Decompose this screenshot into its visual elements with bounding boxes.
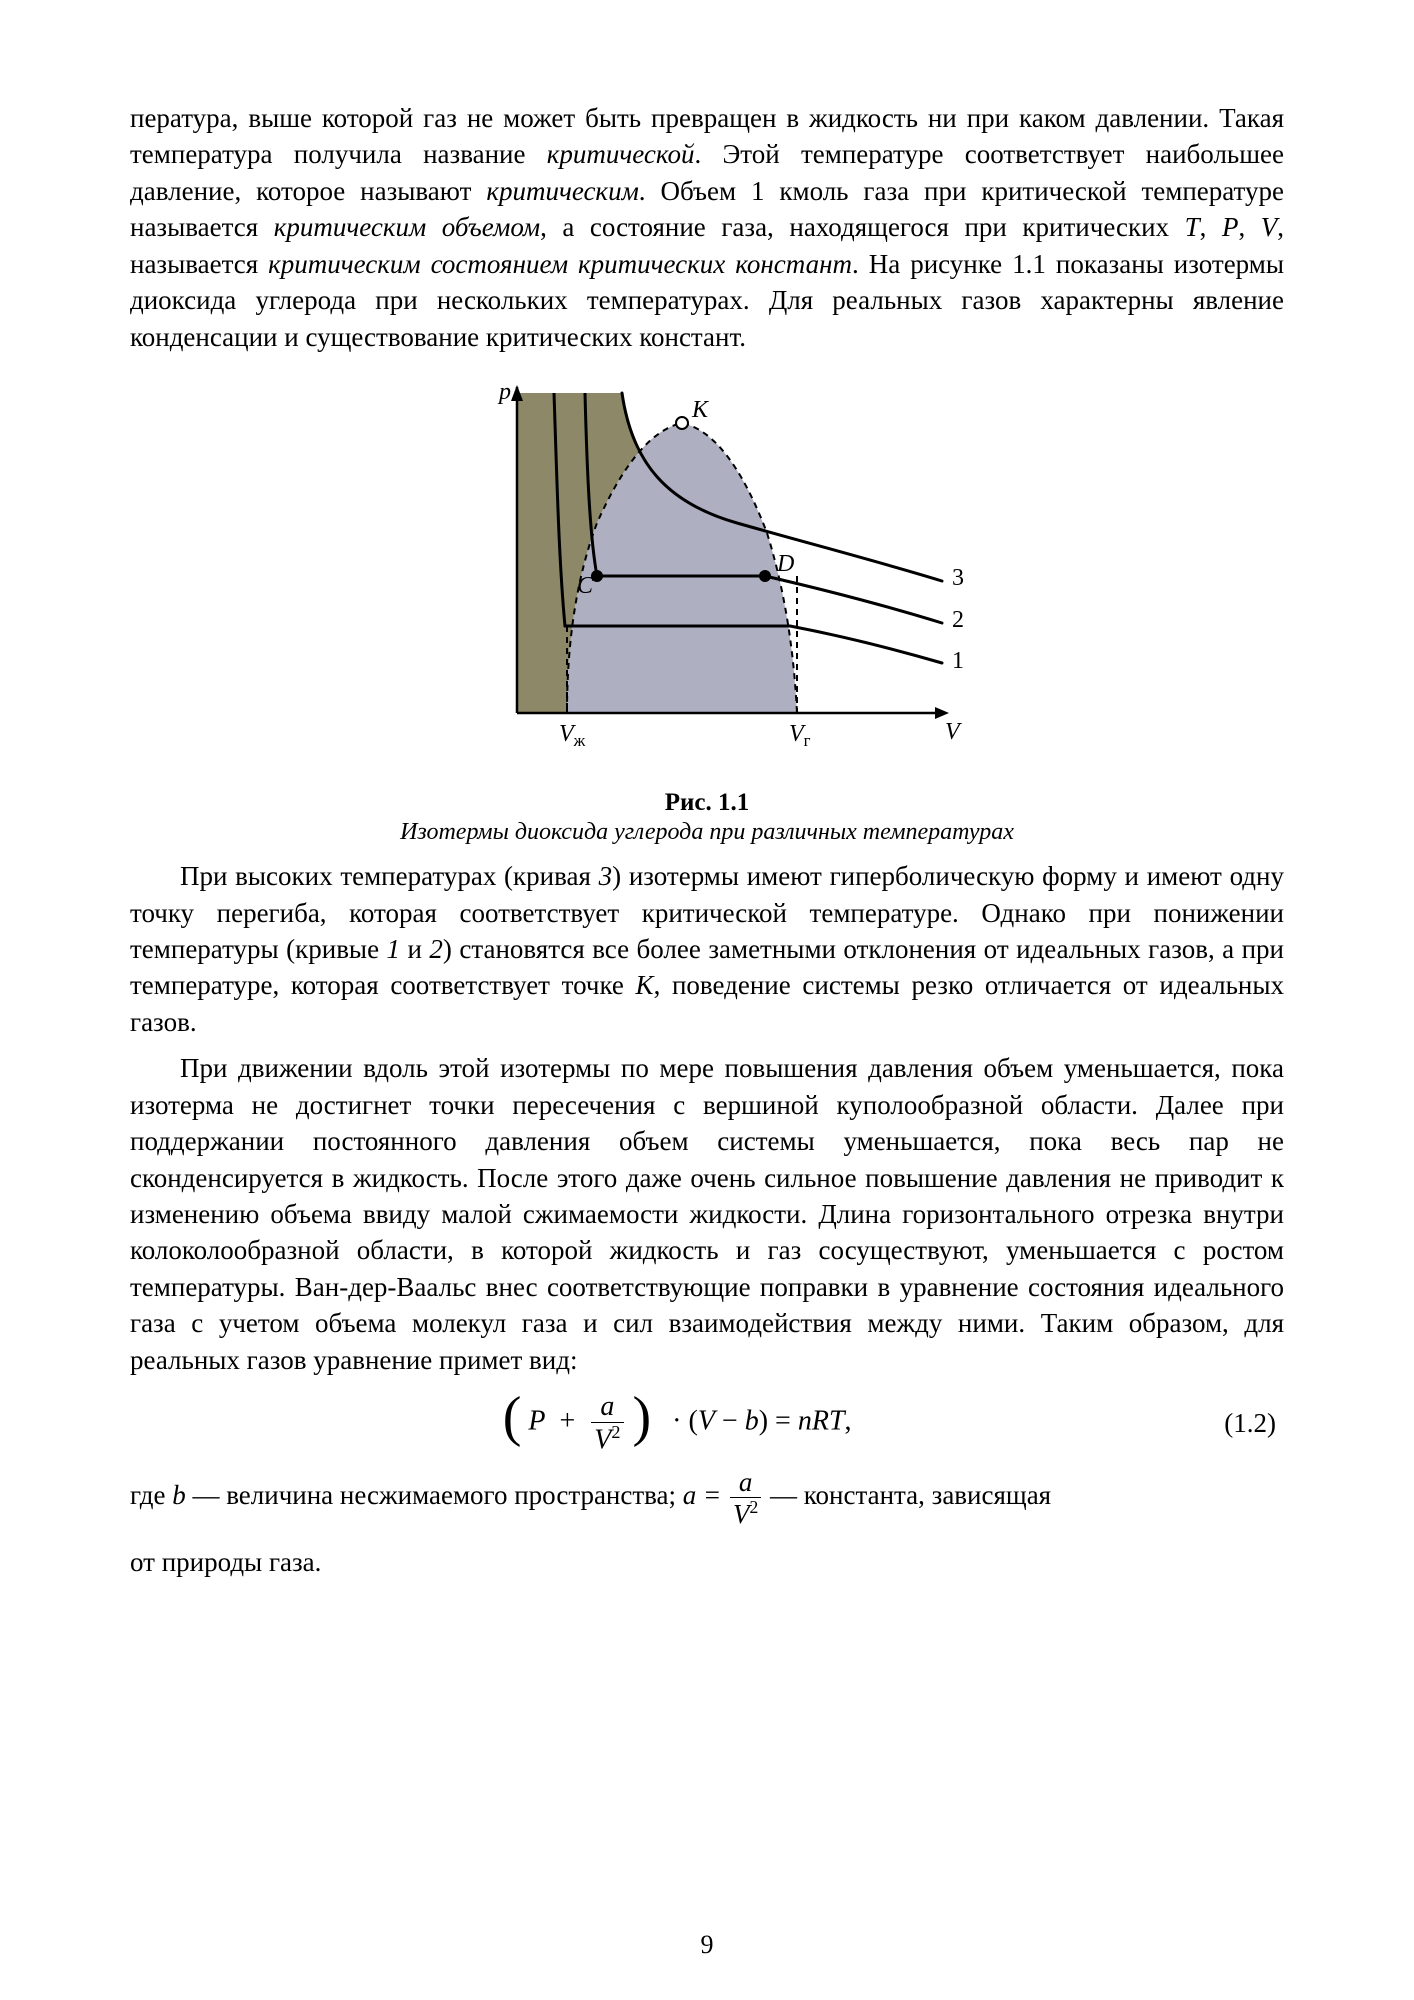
paragraph-2: При высоких температурах (кривая 3) изот… <box>130 858 1284 1040</box>
svg-text:C: C <box>577 573 594 599</box>
equation-body: ( P + a V2 ) · (V − b) = nRT, <box>503 1392 852 1454</box>
paragraph-3: При движении вдоль этой изотермы по мере… <box>130 1050 1284 1378</box>
svg-text:2: 2 <box>952 607 964 633</box>
svg-text:Vж: Vж <box>559 721 586 750</box>
eq-frac-num: a <box>591 1392 623 1422</box>
eq-mid: · (V − b) = nRT, <box>672 1406 851 1437</box>
svg-text:K: K <box>691 397 710 423</box>
svg-text:V: V <box>945 719 962 745</box>
figure-1-1: K C D 3 2 1 p V Vж Vг Рис. 1.1 Изотермы диоксида … <box>130 363 1284 846</box>
inline-eq: a = a V2 <box>683 1480 770 1510</box>
page-number: 9 <box>0 1930 1414 1960</box>
figure-svg: K C D 3 2 1 p V Vж Vг <box>437 363 977 783</box>
equation-number: (1.2) <box>1224 1408 1284 1439</box>
eq-frac: a V2 <box>589 1392 625 1454</box>
page: пература, выше которой газ не может быть… <box>0 0 1414 2000</box>
figure-caption: Изотермы диоксида углерода при различных… <box>130 819 1284 846</box>
svg-text:Vг: Vг <box>789 721 811 750</box>
eq-frac-den: V2 <box>591 1423 623 1455</box>
para4-prefix: где b — величина несжимаемого пространст… <box>130 1480 683 1510</box>
svg-text:3: 3 <box>952 565 964 591</box>
paragraph-5: от природы газа. <box>130 1544 1284 1580</box>
paragraph-4: где b — величина несжимаемого пространст… <box>130 1468 1284 1528</box>
svg-text:D: D <box>776 551 794 577</box>
figure-label: Рис. 1.1 <box>130 789 1284 817</box>
equation-1-2: ( P + a V2 ) · (V − b) = nRT, (1.2) <box>130 1392 1284 1454</box>
para4-mid: — константа, зависящая <box>770 1480 1051 1510</box>
svg-text:1: 1 <box>952 648 964 674</box>
eq-plus: + <box>560 1406 576 1437</box>
eq-P: P <box>528 1406 545 1437</box>
svg-text:p: p <box>497 379 511 405</box>
paragraph-1: пература, выше которой газ не может быть… <box>130 100 1284 355</box>
